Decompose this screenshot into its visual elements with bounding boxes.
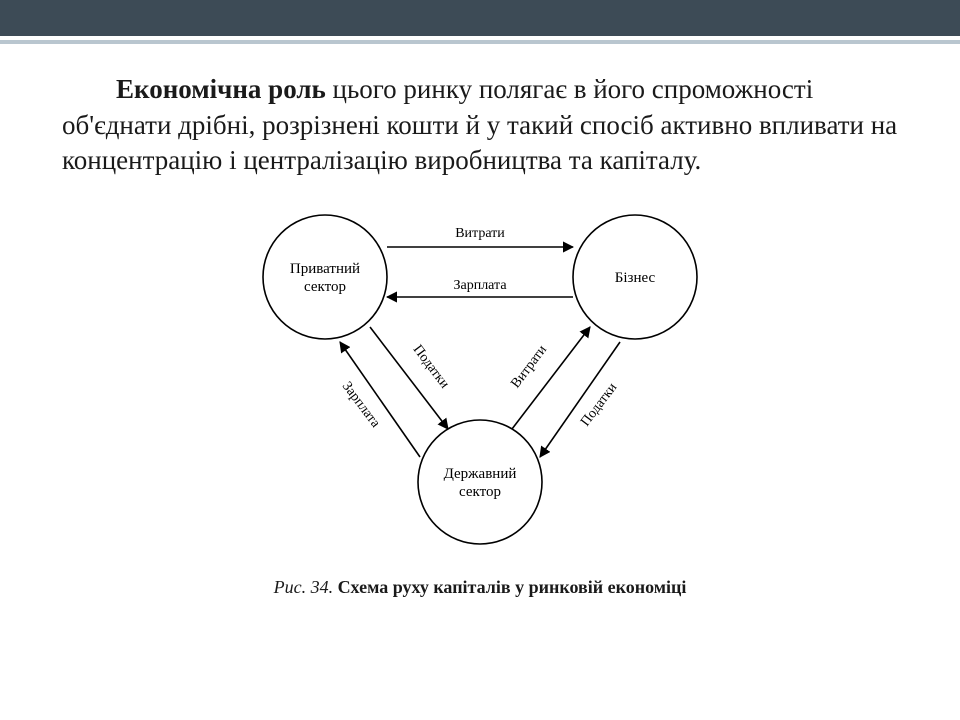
edge-label-gov-business: Витрати	[508, 342, 550, 391]
node-label-business: Бізнес	[615, 270, 656, 286]
edge-label-private-gov: Податки	[410, 342, 452, 391]
node-label-gov: Державний	[444, 466, 517, 482]
node-label2-private: сектор	[304, 279, 346, 295]
content-area: Економічна роль цього ринку полягає в йо…	[0, 44, 960, 598]
node-private	[263, 215, 387, 339]
edge-label-business-gov: Податки	[578, 380, 620, 429]
intro-paragraph: Економічна роль цього ринку полягає в йо…	[62, 72, 898, 179]
node-label2-gov: сектор	[459, 484, 501, 500]
edge-label-gov-private: Зарплата	[339, 379, 383, 431]
caption-prefix: Рис. 34.	[274, 577, 333, 597]
capital-flow-diagram: Витрати Зарплата Податки Зарплата Витрати Под…	[180, 187, 780, 567]
node-gov	[418, 420, 542, 544]
edge-label-business-private: Зарплата	[453, 278, 507, 293]
node-label-private: Приватний	[290, 261, 360, 277]
caption-bold: Схема руху капіталів у ринковій економіц…	[333, 577, 686, 597]
paragraph-bold-lead: Економічна роль	[116, 74, 326, 104]
top-bar	[0, 0, 960, 36]
diagram-container: Витрати Зарплата Податки Зарплата Витрати Под…	[62, 187, 898, 567]
figure-caption: Рис. 34. Схема руху капіталів у ринковій…	[62, 577, 898, 598]
edge-label-private-business: Витрати	[455, 226, 505, 241]
